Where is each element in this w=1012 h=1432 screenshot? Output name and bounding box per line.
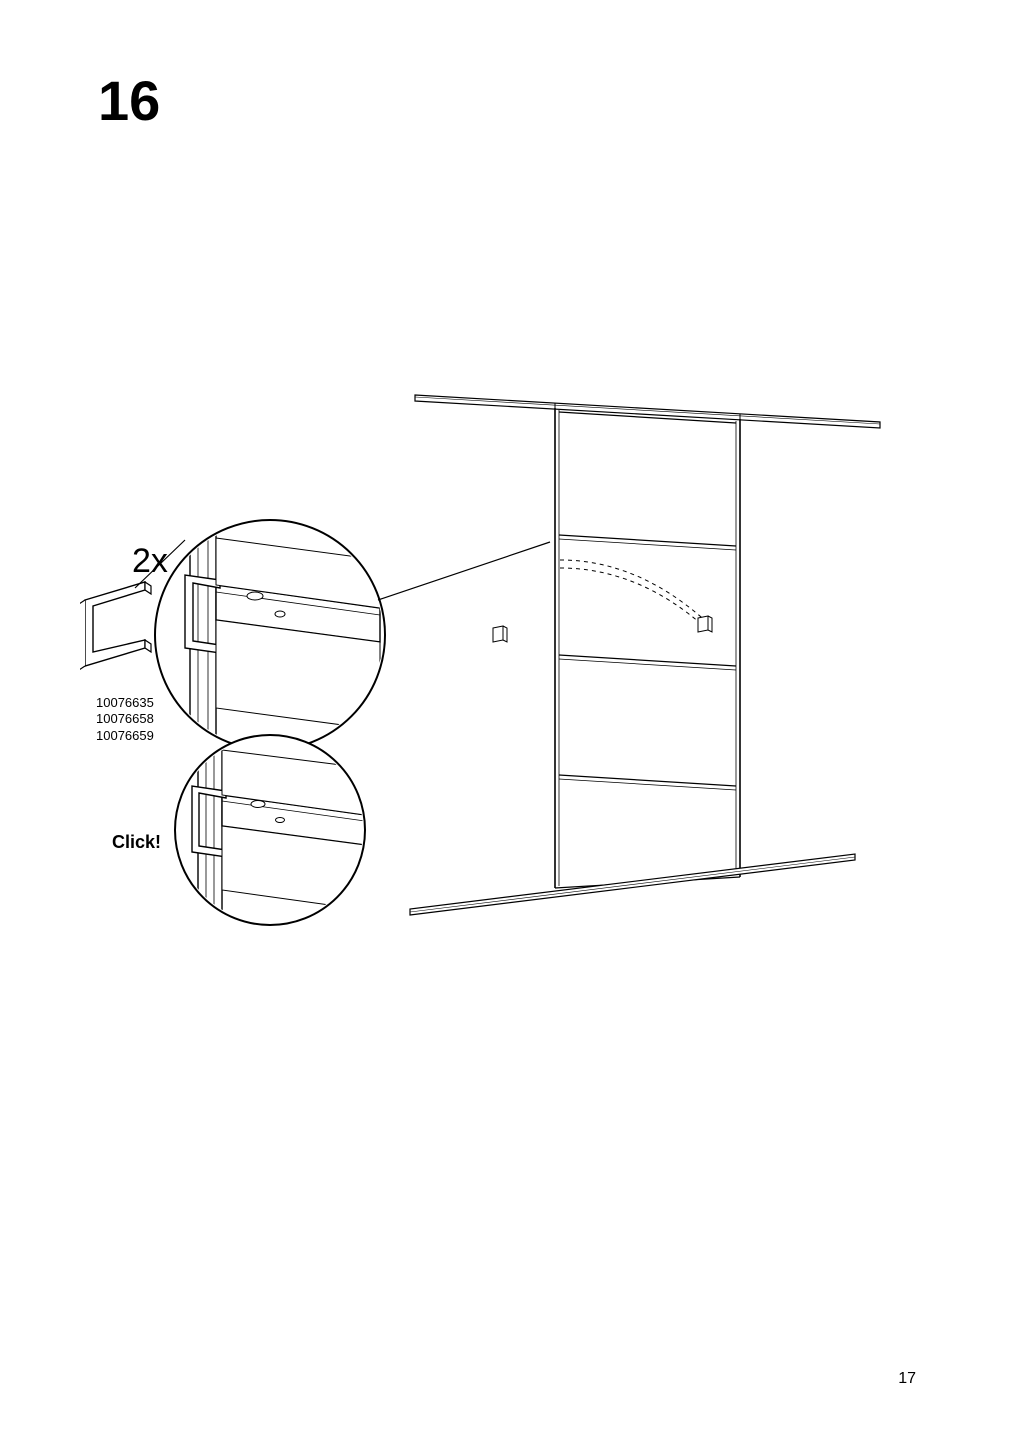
page-number: 17 [898,1370,916,1388]
motion-path [560,568,708,630]
bracket-on-door-left [493,626,507,642]
detail-circle-upper [155,520,550,750]
assembly-diagram [80,390,930,950]
detail-circle-lower [175,735,365,925]
step-number: 16 [98,68,160,133]
bottom-rail [410,854,855,915]
door-frame [555,408,740,888]
top-rail [415,395,880,428]
page-container: 16 2x 10076635 10076658 10076659 Click! [0,0,1012,1432]
motion-path [560,560,710,625]
bracket-flying [698,616,712,632]
